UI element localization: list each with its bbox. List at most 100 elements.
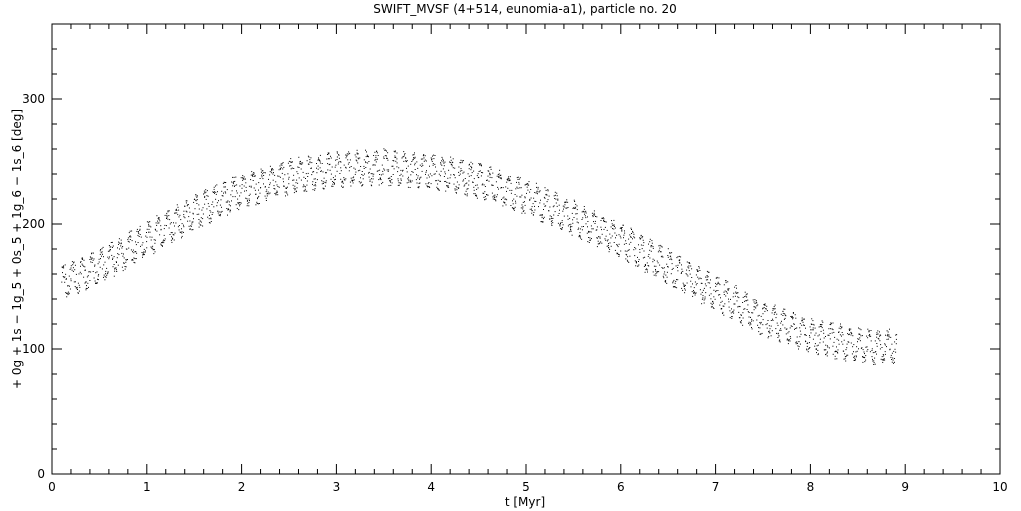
- data-point: [667, 248, 669, 250]
- data-point: [71, 269, 73, 271]
- data-point: [574, 206, 576, 208]
- data-point: [462, 172, 464, 174]
- data-point: [427, 186, 428, 188]
- data-point: [845, 356, 847, 357]
- data-point: [672, 282, 674, 284]
- data-point: [569, 227, 571, 229]
- data-point: [396, 158, 398, 160]
- data-point: [151, 236, 153, 238]
- data-point: [705, 292, 707, 294]
- data-point: [524, 204, 526, 206]
- data-point: [179, 214, 181, 216]
- data-point: [790, 337, 792, 339]
- data-point: [72, 270, 74, 272]
- data-point: [206, 208, 208, 210]
- data-point: [759, 322, 761, 324]
- data-point: [720, 297, 721, 299]
- data-point: [798, 346, 800, 348]
- data-point: [115, 267, 117, 269]
- data-point: [400, 169, 402, 171]
- data-point: [657, 262, 659, 264]
- data-point: [809, 336, 811, 338]
- data-point: [513, 208, 514, 210]
- data-point: [345, 167, 347, 169]
- data-point: [215, 193, 217, 195]
- data-point: [553, 195, 555, 197]
- data-point: [416, 182, 418, 184]
- data-point: [123, 262, 125, 264]
- data-point: [605, 221, 607, 223]
- data-point: [441, 156, 443, 158]
- data-point: [514, 206, 516, 208]
- data-point: [896, 334, 898, 336]
- data-point: [337, 163, 339, 165]
- data-point: [171, 236, 172, 238]
- data-point: [698, 267, 700, 269]
- data-point: [850, 334, 852, 336]
- data-point: [378, 184, 380, 186]
- data-point: [681, 271, 682, 273]
- data-point: [446, 182, 448, 183]
- data-point: [658, 245, 660, 247]
- data-point: [89, 256, 91, 258]
- data-point: [198, 219, 200, 220]
- data-point: [223, 192, 224, 194]
- data-point: [458, 187, 460, 189]
- data-point: [81, 257, 83, 259]
- data-point: [871, 356, 873, 358]
- data-point: [352, 179, 354, 181]
- data-point: [436, 170, 438, 172]
- data-point: [663, 273, 665, 275]
- data-point: [340, 170, 342, 172]
- data-point: [584, 211, 586, 213]
- data-point: [277, 186, 279, 187]
- data-point: [814, 327, 816, 329]
- data-point: [434, 155, 436, 156]
- data-point: [631, 229, 632, 230]
- data-point: [309, 162, 311, 164]
- data-point: [715, 277, 717, 279]
- data-point: [782, 312, 784, 314]
- data-point: [766, 323, 768, 325]
- data-point: [275, 194, 277, 196]
- data-point: [844, 356, 846, 358]
- data-point: [66, 292, 67, 294]
- data-point: [100, 258, 101, 260]
- data-point: [486, 194, 488, 196]
- data-point: [606, 229, 608, 231]
- data-point: [516, 181, 517, 183]
- data-point: [202, 225, 204, 227]
- data-point: [293, 179, 295, 181]
- data-point: [470, 169, 472, 171]
- data-point: [178, 216, 180, 218]
- data-point: [406, 171, 408, 173]
- data-point: [425, 160, 427, 162]
- data-point: [557, 198, 559, 200]
- data-point: [417, 177, 419, 179]
- data-point: [765, 308, 767, 310]
- data-point: [533, 197, 535, 199]
- data-point: [657, 251, 659, 253]
- data-point: [135, 258, 137, 260]
- data-point: [85, 269, 86, 271]
- data-point: [78, 273, 80, 275]
- data-point: [687, 266, 689, 268]
- data-point: [575, 207, 577, 209]
- data-point: [623, 243, 625, 245]
- data-point: [520, 196, 522, 198]
- data-point: [460, 162, 462, 164]
- data-point: [677, 270, 679, 272]
- data-point: [717, 283, 719, 285]
- data-point: [281, 172, 283, 174]
- data-point: [838, 339, 840, 341]
- data-point: [329, 169, 331, 171]
- data-point: [365, 149, 366, 151]
- data-point: [135, 241, 136, 243]
- data-point: [63, 267, 65, 269]
- data-point: [541, 221, 543, 223]
- data-point: [736, 300, 738, 302]
- data-point: [557, 199, 559, 201]
- data-point: [350, 185, 352, 187]
- data-point: [209, 210, 211, 212]
- data-point: [836, 338, 838, 340]
